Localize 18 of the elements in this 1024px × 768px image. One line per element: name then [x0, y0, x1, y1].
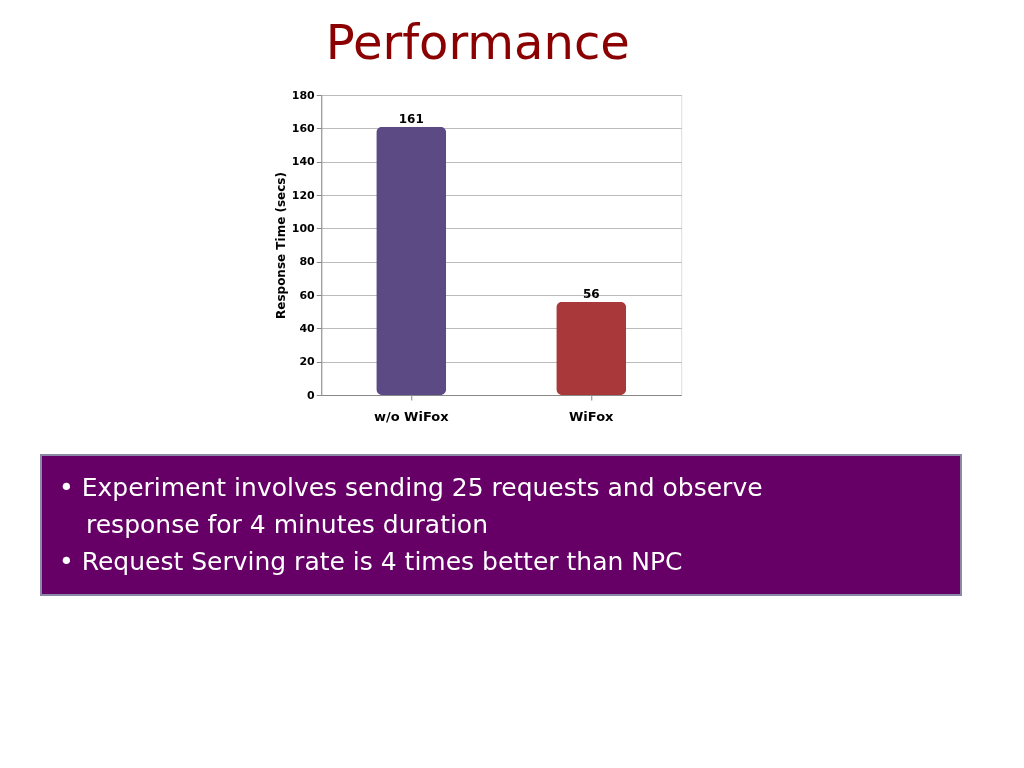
data-label: 56	[582, 286, 600, 301]
x-tick-label: w/o WiFox	[373, 408, 450, 424]
y-tick-label: 160	[291, 121, 316, 135]
data-label: 161	[398, 111, 424, 126]
y-tick-label: 80	[299, 255, 316, 269]
y-tick-label: 0	[307, 388, 316, 402]
y-tick-label: 140	[291, 155, 316, 169]
y-axis-title: Response Time (secs)	[273, 172, 288, 319]
y-tick-label: 180	[291, 88, 316, 102]
text: • Request Serving rate is 4 times better than NPC	[59, 546, 683, 576]
chart-title: Performance	[325, 13, 630, 70]
y-tick-label: 60	[299, 288, 316, 302]
y-tick-label: 100	[291, 221, 316, 235]
x-tick-label: WiFox	[569, 408, 615, 424]
y-tick-label: 20	[299, 355, 316, 369]
y-tick-label: 40	[299, 321, 316, 335]
y-tick-label: 120	[291, 188, 316, 202]
text: • Experiment involves sending 25 requests and observe response for 4 minutes duration	[59, 473, 763, 539]
